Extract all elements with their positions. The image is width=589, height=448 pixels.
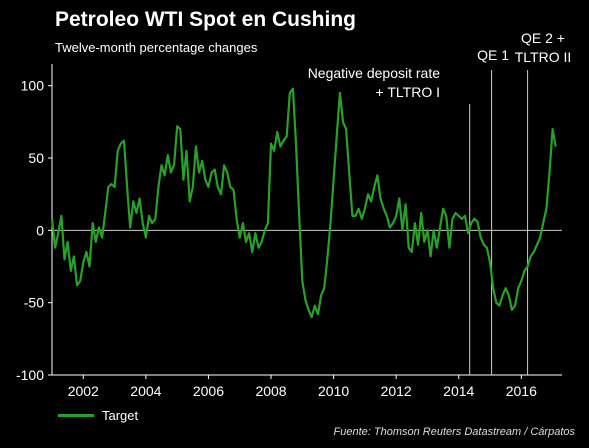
x-tick-label: 2008 [255, 383, 286, 399]
series-line-target [50, 87, 557, 319]
source-note: Fuente: Thomson Reuters Datastream / Cár… [333, 426, 576, 438]
legend-swatch-target [58, 414, 94, 417]
x-tick-label: 2016 [506, 383, 537, 399]
y-tick-label: 100 [21, 78, 45, 94]
y-tick-label: -50 [24, 295, 44, 311]
x-tick-label: 2010 [318, 383, 349, 399]
annotation-label: QE 2 + [521, 30, 565, 46]
y-tick-label: 50 [28, 150, 44, 166]
y-tick-label: 0 [36, 222, 44, 238]
chart-subtitle: Twelve-month percentage changes [55, 40, 258, 55]
x-tick-label: 2012 [381, 383, 412, 399]
x-tick-label: 2006 [193, 383, 224, 399]
x-tick-label: 2002 [68, 383, 99, 399]
x-tick-label: 2004 [130, 383, 161, 399]
x-tick-label: 2014 [443, 383, 474, 399]
legend-label-target: Target [102, 408, 139, 423]
annotation-label: Negative deposit rate [308, 65, 441, 81]
chart-legend: Target [58, 408, 138, 423]
annotation-label: + TLTRO I [376, 84, 440, 100]
chart-title: Petroleo WTI Spot en Cushing [55, 8, 356, 31]
y-tick-label: -100 [16, 367, 44, 383]
annotation-label: QE 1 [477, 47, 509, 63]
annotation-label: TLTRO II [515, 49, 572, 65]
